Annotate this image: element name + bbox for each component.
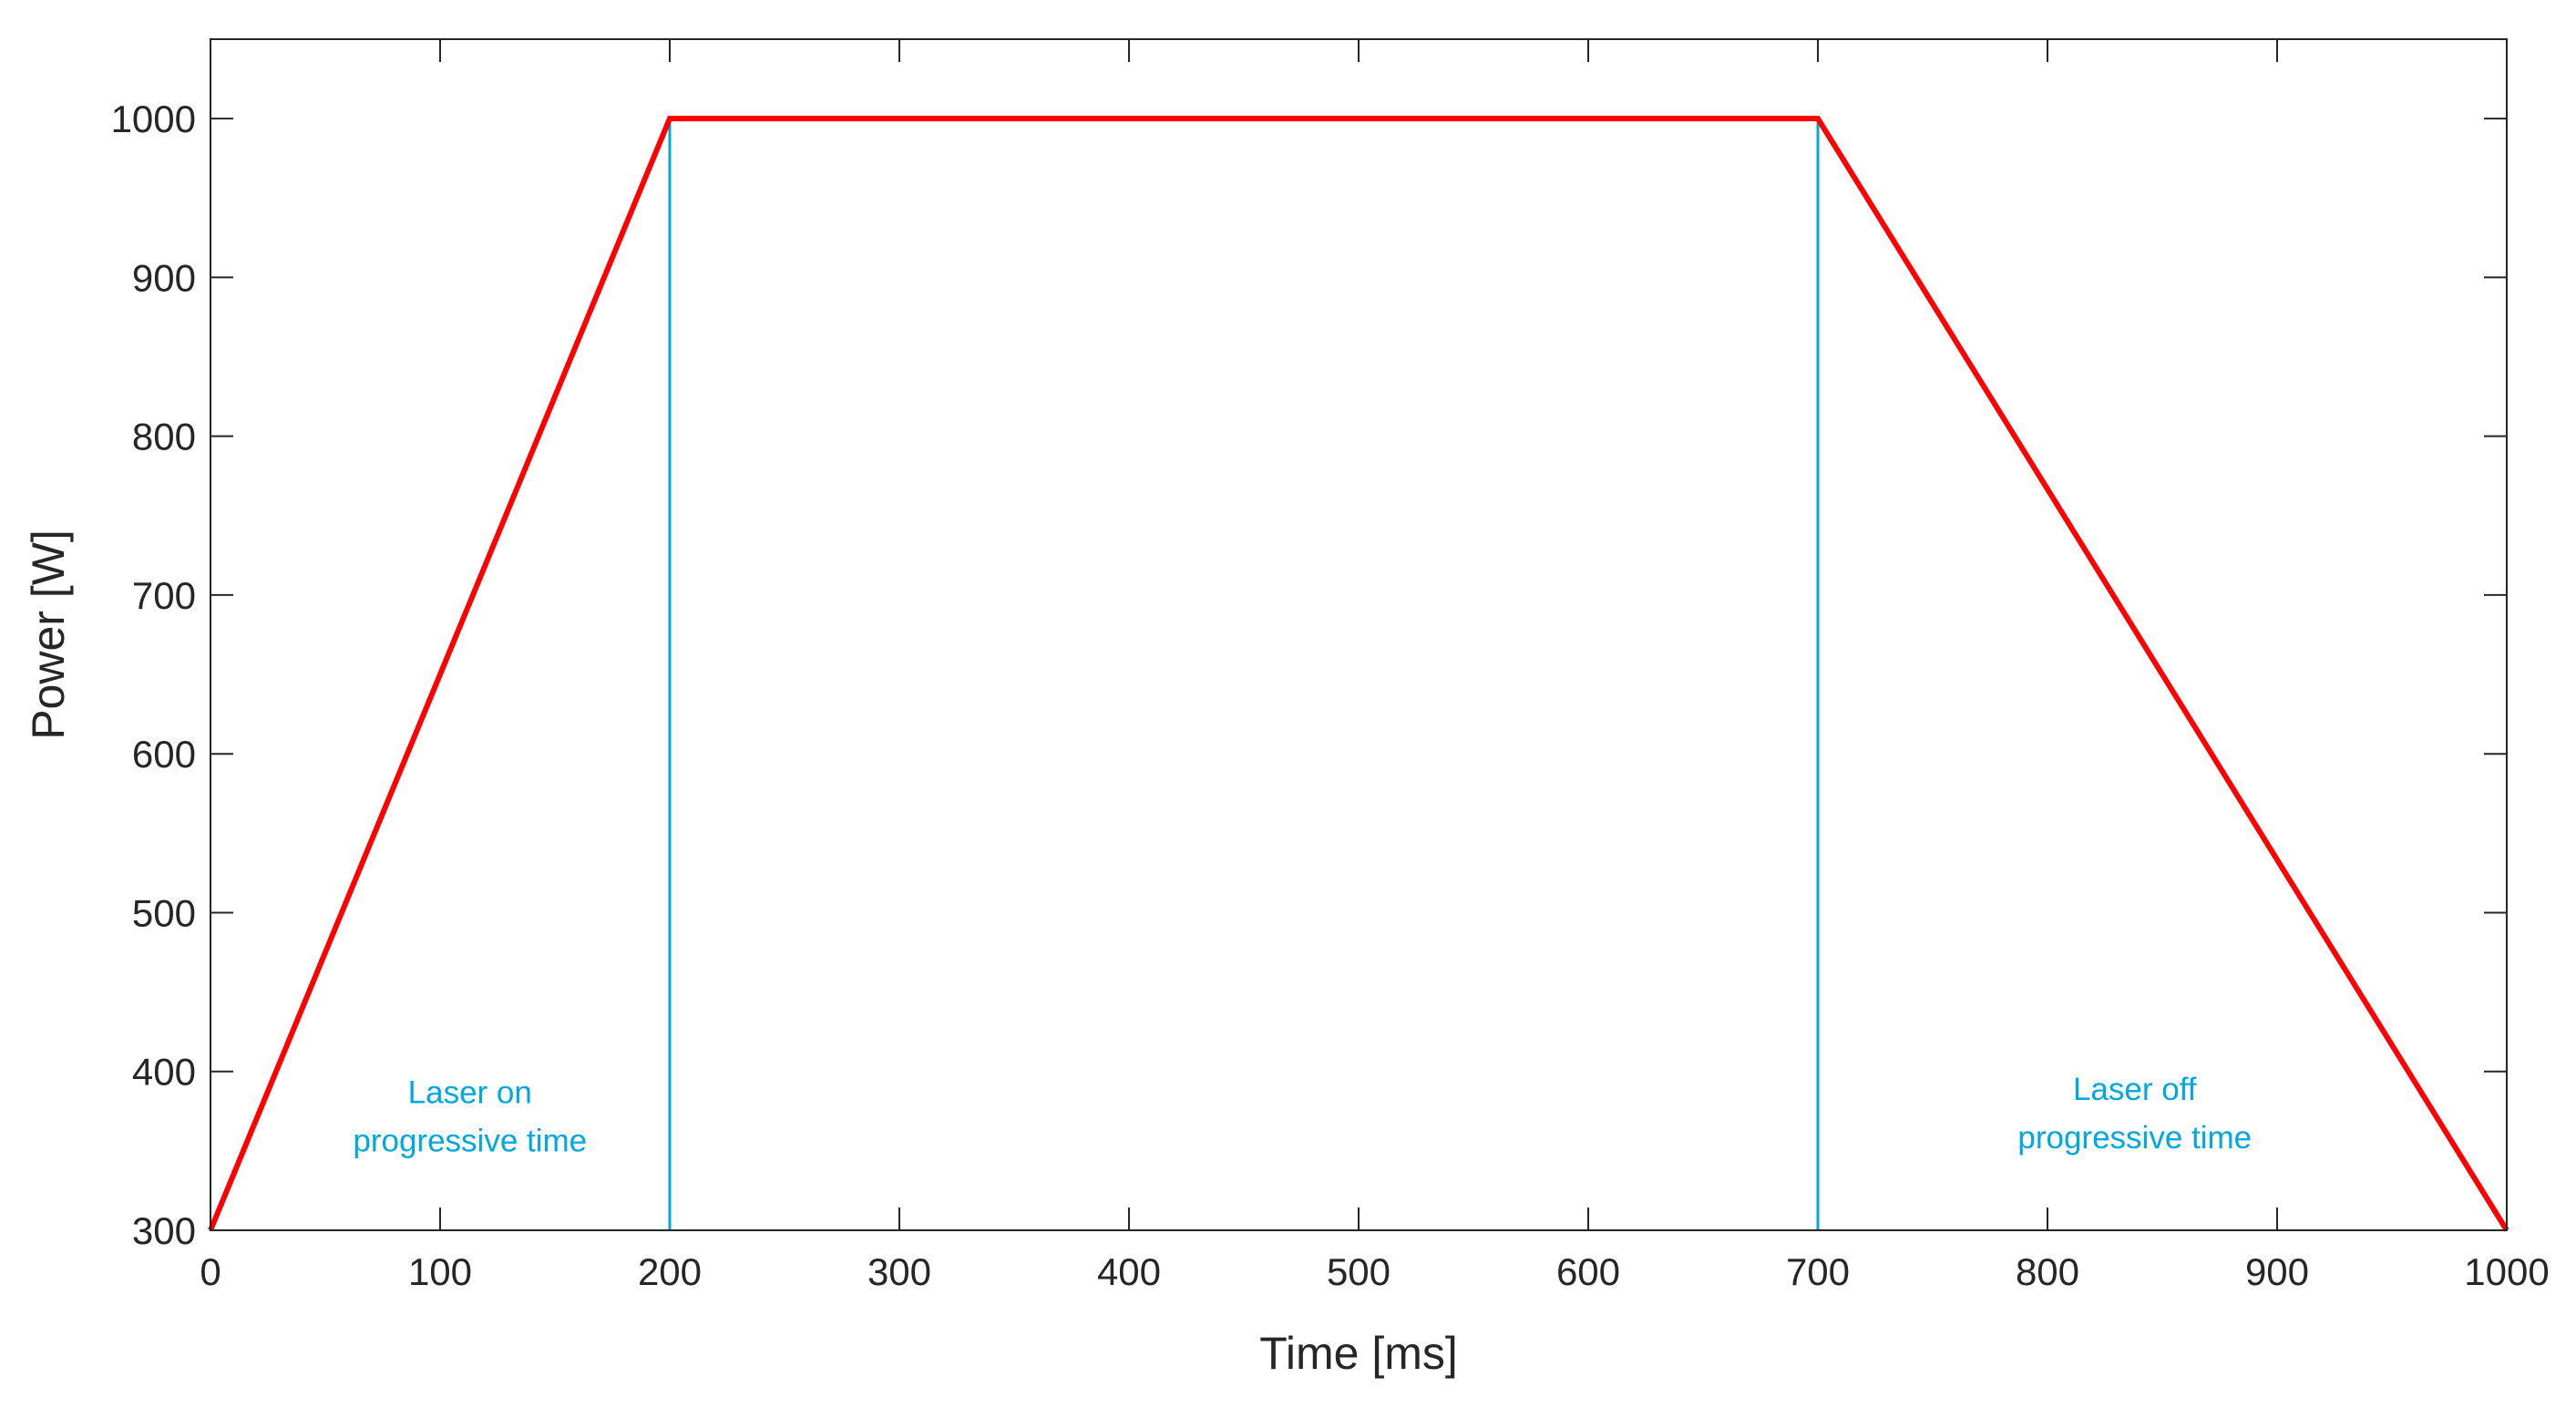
x-tick-label: 600 <box>1556 1250 1620 1293</box>
x-tick-label: 700 <box>1786 1250 1850 1293</box>
y-tick-label: 600 <box>132 733 196 776</box>
y-tick-label: 800 <box>132 416 196 458</box>
vertical-markers <box>668 118 1820 1230</box>
x-tick-label: 800 <box>2016 1250 2079 1293</box>
x-tick-label: 0 <box>200 1250 221 1293</box>
annotation-text: progressive time <box>353 1124 587 1159</box>
y-tick-label: 300 <box>132 1209 196 1252</box>
annotations: Laser on progressive time Laser off progres… <box>353 1072 2252 1158</box>
series-line <box>208 116 2509 1232</box>
y-tick-label: 900 <box>132 256 196 299</box>
x-axis-label: Time [ms] <box>1259 1328 1458 1379</box>
x-tick-label: 900 <box>2245 1250 2309 1293</box>
annotation-text: Laser off <box>2073 1072 2197 1107</box>
y-tick-label: 1000 <box>111 98 196 140</box>
plot-frame <box>210 38 2508 1231</box>
x-tick-label: 1000 <box>2464 1250 2549 1293</box>
y-axis-label: Power [W] <box>23 529 74 740</box>
y-tick-label: 700 <box>132 574 196 617</box>
y-tick-label: 400 <box>132 1051 196 1094</box>
x-tick-label: 200 <box>638 1250 702 1293</box>
annotation-text: progressive time <box>2017 1120 2252 1156</box>
x-tick-label: 500 <box>1327 1250 1391 1293</box>
y-tick-label: 500 <box>132 891 196 934</box>
x-tick-label: 100 <box>408 1250 472 1293</box>
annotation-text: Laser on <box>408 1075 532 1111</box>
x-tick-label: 400 <box>1097 1250 1161 1293</box>
x-tick-label: 300 <box>867 1250 931 1293</box>
tick-labels: 0 100 200 300 400 500 600 700 800 900 1000 300 400 50… <box>111 98 2550 1293</box>
series <box>208 116 2509 1232</box>
